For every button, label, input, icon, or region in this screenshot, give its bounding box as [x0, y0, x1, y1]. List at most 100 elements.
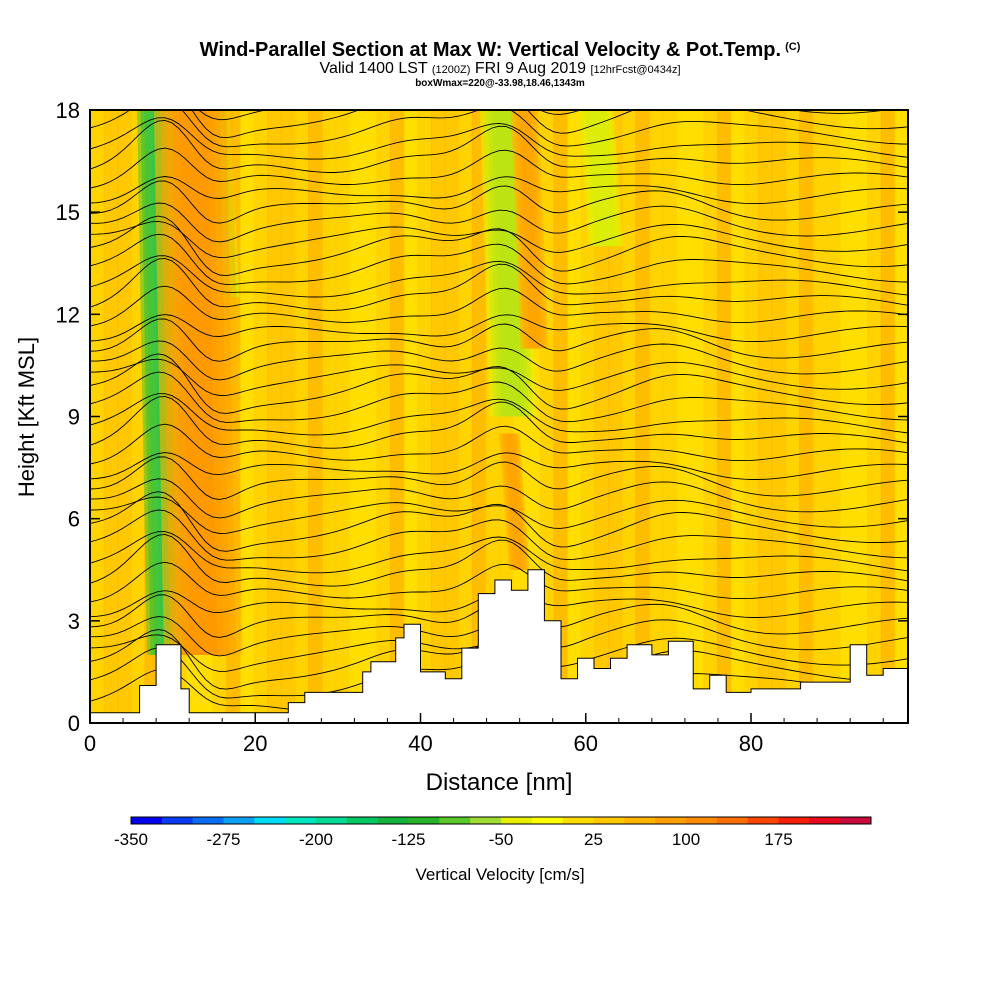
- colorbar-swatch: [809, 817, 841, 824]
- valid-date: FRI 9 Aug 2019: [474, 60, 587, 77]
- plot-layer: [90, 110, 908, 723]
- colorbar-swatch: [316, 817, 348, 824]
- isentrope-contour: [90, 496, 908, 534]
- colorbar-tick-label: 25: [584, 830, 603, 849]
- velocity-background-strip: [444, 110, 460, 723]
- x-tick-label: 60: [574, 731, 598, 756]
- velocity-background-strip: [608, 110, 623, 723]
- velocity-background-strip: [839, 110, 855, 723]
- colorbar-swatch: [470, 817, 502, 824]
- velocity-background-strip: [335, 110, 351, 723]
- y-tick-label: 0: [68, 711, 80, 736]
- isentrope-contour: [90, 202, 908, 243]
- isentrope-contour: [90, 353, 908, 414]
- velocity-background-strip: [771, 110, 787, 723]
- isentrope-contour: [90, 110, 908, 148]
- velocity-background-strip: [389, 110, 405, 723]
- isentrope-contour: [90, 358, 908, 396]
- isentrope-contour: [90, 452, 908, 480]
- colorbar-swatch: [531, 817, 564, 824]
- isentrope-contour: [90, 340, 908, 381]
- velocity-background-strip: [867, 110, 882, 723]
- colorbar: -350 -275 -200 -125 -50 25 100 175: [114, 816, 872, 849]
- isentrope-contour: [90, 509, 908, 561]
- velocity-background-strip: [758, 110, 773, 723]
- velocity-background-strip: [349, 110, 364, 723]
- colorbar-swatch: [408, 817, 440, 824]
- velocity-background-strip: [703, 110, 719, 723]
- forecast-info: [12hrFcst@0434z]: [590, 64, 681, 76]
- colorbar-tick-label: 175: [764, 830, 792, 849]
- velocity-background-strip: [662, 110, 678, 723]
- isentrope-contour: [90, 531, 908, 574]
- y-tick-label: 9: [68, 405, 80, 430]
- isentrope-contour: [90, 119, 908, 173]
- colorbar-swatch: [501, 817, 533, 824]
- colorbar-swatch: [439, 817, 471, 824]
- colorbar-tick-label: -275: [206, 830, 240, 849]
- isentrope-contour: [90, 147, 908, 189]
- isentrope-contour: [90, 371, 908, 423]
- colorbar-swatch: [624, 817, 656, 824]
- isentrope-contour: [90, 180, 908, 224]
- isentrope-contour: [90, 491, 908, 552]
- x-tick-label: 0: [84, 731, 96, 756]
- valid-time: Valid 1400 LST: [319, 60, 428, 77]
- velocity-background-strip: [376, 110, 391, 723]
- chart-title-text: Wind-Parallel Section at Max W: Vertical…: [199, 39, 782, 61]
- isentrope-contour: [90, 285, 908, 327]
- colorbar-swatch: [377, 817, 409, 824]
- colorbar-tick-label: 100: [672, 830, 700, 849]
- velocity-background-strip: [648, 110, 664, 723]
- colorbar-swatch: [778, 817, 810, 824]
- velocity-background-strip: [689, 110, 705, 723]
- velocity-background-strip: [730, 110, 746, 723]
- chart-title: Wind-Parallel Section at Max W: Vertical…: [0, 36, 1000, 61]
- isentrope-contour: [197, 110, 889, 121]
- colorbar-swatch: [562, 817, 594, 824]
- box-wmax-info: boxWmax=220@-33.98,18.46,1343m: [415, 78, 585, 89]
- isentrope-contour: [90, 176, 908, 205]
- colorbar-swatch: [223, 817, 255, 824]
- isentrope-contour: [90, 456, 908, 500]
- isentrope-contour: [90, 395, 908, 449]
- velocity-background-strip: [621, 110, 637, 723]
- y-axis: 0 3 6 9 12 15 18: [56, 98, 908, 736]
- velocity-bands: [137, 110, 624, 655]
- colorbar-swatch: [131, 817, 163, 824]
- isentrope-contour: [90, 233, 908, 286]
- velocity-background-strip: [826, 110, 841, 723]
- isentrope-contour: [90, 318, 908, 362]
- colorbar-swatch: [254, 817, 286, 824]
- y-tick-label: 12: [56, 302, 80, 327]
- isentrope-contour: [90, 215, 908, 277]
- chart-title-mark: (C): [785, 41, 801, 53]
- isentrope-contour: [90, 255, 908, 298]
- velocity-background-strip: [785, 110, 800, 723]
- velocity-background-strip: [567, 110, 582, 723]
- isentrope-contour: [90, 110, 908, 139]
- updraft-band: [153, 110, 243, 655]
- colorbar-tick-label: -200: [299, 830, 333, 849]
- colorbar-swatch: [840, 817, 872, 824]
- velocity-background-strip: [812, 110, 828, 723]
- velocity-background-strip: [280, 110, 296, 723]
- isentrope-contour: [90, 533, 908, 587]
- velocity-background-strip: [635, 110, 650, 723]
- velocity-background-strip: [853, 110, 869, 723]
- velocity-background-strip: [308, 110, 323, 723]
- isentrope-contour: [90, 220, 908, 259]
- isentrope-contour: [90, 478, 908, 519]
- isentrope-contour: [90, 561, 908, 603]
- velocity-background-strip: [267, 110, 282, 723]
- y-tick-label: 18: [56, 98, 80, 123]
- velocity-background-strip: [239, 110, 255, 723]
- colorbar-tick-label: -350: [114, 830, 148, 849]
- colorbar-swatch: [346, 817, 379, 824]
- colorbar-tick-label: -125: [391, 830, 425, 849]
- y-tick-label: 3: [68, 609, 80, 634]
- x-tick-label: 20: [243, 731, 267, 756]
- updraft-band: [510, 110, 549, 349]
- x-tick-label: 80: [739, 731, 763, 756]
